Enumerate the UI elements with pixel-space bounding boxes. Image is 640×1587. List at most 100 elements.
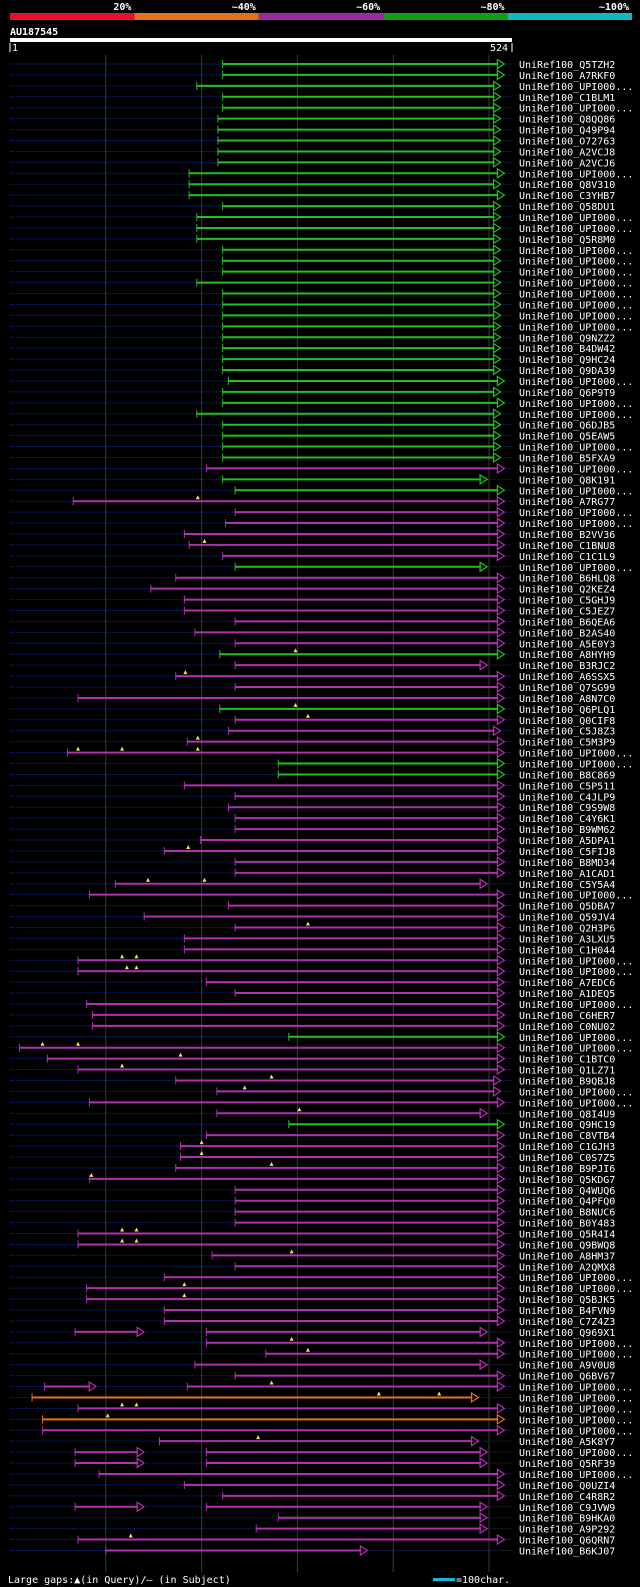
hit-row[interactable]: UniRef100_C1H044: [10, 943, 615, 957]
hit-row[interactable]: UniRef100_UPI000...: [10, 998, 633, 1011]
hit-label[interactable]: UniRef100_UPI000...: [519, 377, 633, 388]
hit-label[interactable]: UniRef100_A5K8Y7: [519, 1437, 615, 1448]
hit-label[interactable]: UniRef100_UPI000...: [519, 410, 633, 421]
hit-label[interactable]: UniRef100_C5Y5A4: [519, 880, 615, 891]
hit-label[interactable]: UniRef100_B6QEA6: [519, 617, 615, 628]
hit-row[interactable]: UniRef100_UPI000...: [10, 561, 633, 574]
hit-label[interactable]: UniRef100_UPI000...: [519, 322, 633, 333]
hit-row[interactable]: UniRef100_Q5RF39: [10, 1457, 615, 1471]
hit-row[interactable]: UniRef100_Q8K191: [10, 473, 615, 487]
hit-label[interactable]: UniRef100_Q5TZH2: [519, 60, 615, 71]
hit-label[interactable]: UniRef100_UPI000...: [519, 508, 633, 519]
hit-label[interactable]: UniRef100_B3RJC2: [519, 661, 615, 672]
hit-row[interactable]: UniRef100_Q6BV67: [10, 1370, 615, 1383]
hit-label[interactable]: UniRef100_A7RKF0: [519, 71, 615, 82]
hit-label[interactable]: UniRef100_C4R8R2: [519, 1492, 615, 1503]
hit-row[interactable]: UniRef100_UPI000...: [10, 1413, 633, 1426]
hit-row[interactable]: UniRef100_A2QMX8: [10, 1260, 615, 1274]
hit-label[interactable]: UniRef100_B4DW42: [519, 344, 615, 355]
hit-row[interactable]: UniRef100_UPI000...: [10, 1282, 633, 1295]
hit-row[interactable]: UniRef100_B9PJI6: [10, 1161, 615, 1175]
hit-row[interactable]: UniRef100_Q6P9T9: [10, 386, 615, 399]
hit-label[interactable]: UniRef100_B9PJI6: [519, 1164, 615, 1175]
hit-label[interactable]: UniRef100_Q0CIF8: [519, 716, 615, 727]
hit-row[interactable]: UniRef100_UPI000...: [10, 244, 633, 257]
hit-row[interactable]: UniRef100_UPI000...: [10, 211, 633, 225]
hit-row[interactable]: UniRef100_C3YHB7: [10, 189, 615, 203]
hit-label[interactable]: UniRef100_Q5R4I4: [519, 1230, 615, 1241]
hit-label[interactable]: UniRef100_Q58DU1: [519, 202, 615, 213]
hit-row[interactable]: UniRef100_C4JLP9: [10, 790, 615, 804]
hit-row[interactable]: UniRef100_C1GJH3: [10, 1140, 615, 1153]
hit-row[interactable]: UniRef100_Q49P94: [10, 123, 615, 137]
hit-row[interactable]: UniRef100_O72763: [10, 134, 615, 148]
hit-row[interactable]: UniRef100_UPI000...: [10, 80, 633, 93]
hit-row[interactable]: UniRef100_UPI000...: [10, 757, 633, 771]
hit-row[interactable]: UniRef100_UPI000...: [10, 517, 633, 531]
hit-label[interactable]: UniRef100_C0NU02: [519, 1022, 615, 1033]
hit-row[interactable]: UniRef100_Q4PFQ0: [10, 1195, 615, 1208]
hit-label[interactable]: UniRef100_A8HM37: [519, 1251, 615, 1262]
hit-label[interactable]: UniRef100_Q7SG99: [519, 683, 615, 694]
hit-label[interactable]: UniRef100_Q2H3P6: [519, 923, 615, 934]
hit-row[interactable]: UniRef100_B3RJC2: [10, 659, 615, 673]
hit-label[interactable]: UniRef100_UPI000...: [519, 213, 633, 224]
hit-row[interactable]: UniRef100_UPI000...: [10, 1391, 633, 1404]
hit-label[interactable]: UniRef100_UPI000...: [519, 290, 633, 301]
hit-label[interactable]: UniRef100_UPI000...: [519, 1087, 633, 1098]
hit-row[interactable]: UniRef100_B9WM62: [10, 823, 615, 837]
hit-row[interactable]: UniRef100_Q6QRN7: [10, 1533, 615, 1547]
hit-label[interactable]: UniRef100_Q8QQ86: [519, 115, 615, 126]
hit-row[interactable]: UniRef100_Q5TZH2: [10, 58, 615, 72]
hit-row[interactable]: UniRef100_UPI000...: [10, 320, 633, 334]
hit-label[interactable]: UniRef100_Q59JV4: [519, 913, 615, 924]
hit-row[interactable]: UniRef100_UPI000...: [10, 462, 633, 476]
hit-label[interactable]: UniRef100_UPI000...: [519, 300, 633, 311]
hit-label[interactable]: UniRef100_UPI000...: [519, 1339, 633, 1350]
hit-row[interactable]: UniRef100_B5FXA9: [10, 451, 615, 465]
hit-row[interactable]: UniRef100_A7RKF0: [10, 69, 615, 82]
hit-label[interactable]: UniRef100_UPI000...: [519, 1284, 633, 1295]
hit-row[interactable]: UniRef100_B4DW42: [10, 342, 615, 356]
hit-label[interactable]: UniRef100_UPI000...: [519, 311, 633, 322]
hit-row[interactable]: UniRef100_C0S7Z5: [10, 1151, 615, 1164]
hit-row[interactable]: UniRef100_UPI000...: [10, 255, 633, 268]
hit-label[interactable]: UniRef100_C3YHB7: [519, 191, 615, 202]
hit-label[interactable]: UniRef100_UPI000...: [519, 257, 633, 268]
hit-row[interactable]: UniRef100_UPI000...: [10, 1402, 633, 1415]
hit-row[interactable]: UniRef100_UPI000...: [10, 277, 633, 290]
hit-label[interactable]: UniRef100_UPI000...: [519, 967, 633, 978]
hit-label[interactable]: UniRef100_A8HYH9: [519, 650, 615, 661]
hit-row[interactable]: UniRef100_Q59JV4: [10, 910, 615, 924]
hit-row[interactable]: UniRef100_B8NUC6: [10, 1206, 615, 1219]
hit-label[interactable]: UniRef100_Q6PLQ1: [519, 705, 615, 716]
hit-row[interactable]: UniRef100_A8HYH9: [10, 648, 615, 661]
hit-label[interactable]: UniRef100_Q8I4U9: [519, 1109, 615, 1120]
hit-label[interactable]: UniRef100_A2VCJ6: [519, 158, 615, 169]
hit-row[interactable]: UniRef100_A5DPA1: [10, 834, 615, 848]
hit-label[interactable]: UniRef100_UPI000...: [519, 1404, 633, 1415]
hit-row[interactable]: UniRef100_Q6PLQ1: [10, 702, 615, 716]
hit-row[interactable]: UniRef100_UPI000...: [10, 1468, 633, 1481]
hit-label[interactable]: UniRef100_UPI000...: [519, 443, 633, 454]
hit-label[interactable]: UniRef100_C4Y6K1: [519, 814, 615, 825]
hit-label[interactable]: UniRef100_B0Y483: [519, 1219, 615, 1230]
hit-label[interactable]: UniRef100_A2VCJ8: [519, 147, 615, 158]
hit-label[interactable]: UniRef100_C1H044: [519, 945, 615, 956]
hit-row[interactable]: UniRef100_UPI000...: [10, 167, 633, 181]
hit-row[interactable]: UniRef100_C0NU02: [10, 1020, 615, 1033]
hit-row[interactable]: UniRef100_B2AS40: [10, 626, 615, 640]
hit-row[interactable]: UniRef100_B8MD34: [10, 856, 615, 869]
hit-label[interactable]: UniRef100_C8VTB4: [519, 1131, 615, 1142]
hit-row[interactable]: UniRef100_A7EDC6: [10, 976, 615, 990]
hit-row[interactable]: UniRef100_Q8QQ86: [10, 113, 615, 126]
hit-row[interactable]: UniRef100_UPI000...: [10, 298, 633, 312]
hit-label[interactable]: UniRef100_Q8K191: [519, 475, 615, 486]
hit-label[interactable]: UniRef100_UPI000...: [519, 169, 633, 180]
hit-label[interactable]: UniRef100_C1C1L9: [519, 552, 615, 563]
hit-label[interactable]: UniRef100_C9JVW9: [519, 1503, 615, 1514]
hit-row[interactable]: UniRef100_C5P511: [10, 779, 615, 793]
hit-label[interactable]: UniRef100_UPI000...: [519, 1393, 633, 1404]
hit-label[interactable]: UniRef100_B2VV36: [519, 530, 615, 541]
hit-label[interactable]: UniRef100_C0S7Z5: [519, 1153, 615, 1164]
